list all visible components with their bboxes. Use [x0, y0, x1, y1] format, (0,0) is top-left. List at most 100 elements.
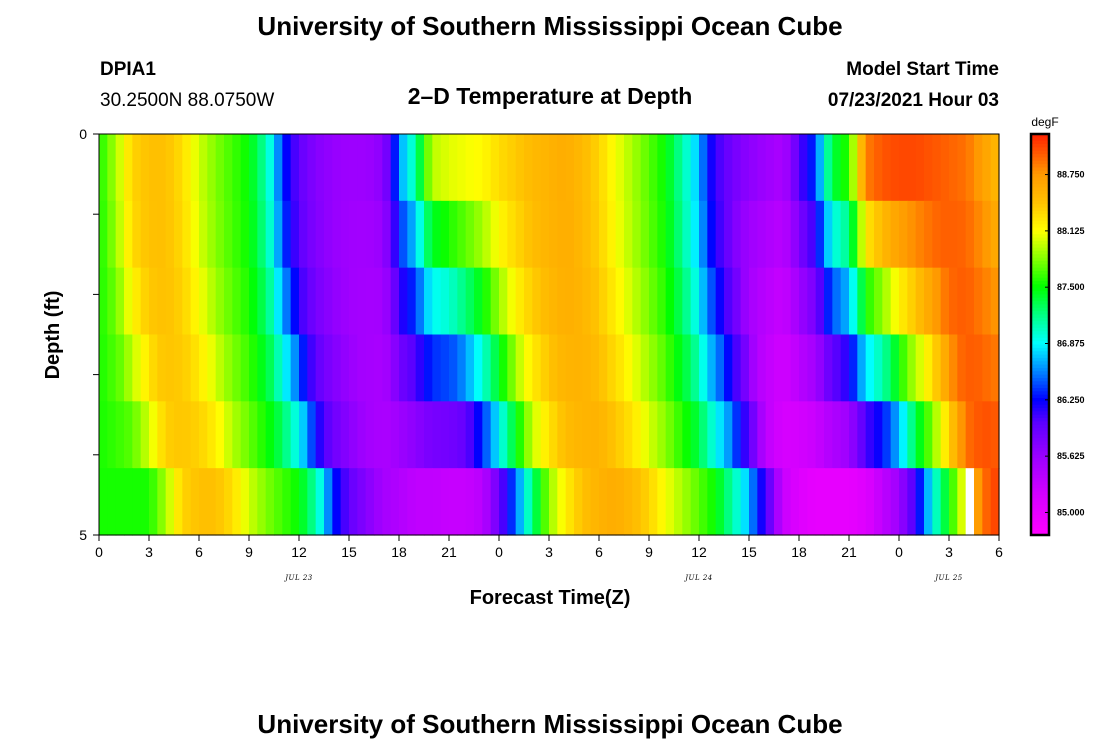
- heatmap-cell: [549, 200, 558, 269]
- heatmap-cell: [782, 267, 792, 336]
- x-tick-label: 12: [291, 544, 307, 560]
- heatmap-cell: [574, 200, 583, 269]
- colorbar-strip: [1031, 438, 1049, 443]
- heatmap-cell: [199, 334, 208, 402]
- heatmap-cell: [565, 200, 575, 269]
- heatmap-cell: [574, 468, 583, 536]
- heatmap-cell: [274, 134, 283, 202]
- heatmap-cell: [540, 267, 550, 336]
- colorbar-strip: [1031, 214, 1049, 219]
- heatmap-cell: [132, 334, 142, 402]
- heatmap-cell: [157, 267, 167, 336]
- heatmap-cell: [907, 334, 917, 402]
- heatmap-cell: [415, 334, 425, 402]
- heatmap-cell: [457, 200, 467, 269]
- colorbar-strip: [1031, 514, 1049, 519]
- heatmap-cell: [940, 334, 950, 402]
- heatmap-cell: [832, 401, 842, 469]
- heatmap-cell: [782, 134, 792, 202]
- y-tick-label: 5: [79, 527, 87, 543]
- heatmap-cell: [182, 468, 192, 536]
- heatmap-cell: [749, 468, 758, 536]
- heatmap-cell: [349, 468, 358, 536]
- colorbar-strip: [1031, 414, 1049, 419]
- colorbar-strip: [1031, 224, 1049, 229]
- heatmap-cell: [924, 267, 933, 336]
- heatmap-cell: [165, 334, 175, 402]
- colorbar-strip: [1031, 521, 1049, 526]
- heatmap-cell: [165, 134, 175, 202]
- heatmap-cell: [524, 267, 533, 336]
- heatmap-cell: [115, 468, 125, 536]
- heatmap-cell: [107, 134, 117, 202]
- heatmap-cell: [915, 267, 925, 336]
- heatmap-cell: [707, 200, 717, 269]
- colorbar-strip: [1031, 344, 1049, 349]
- heatmap-cell: [732, 267, 742, 336]
- heatmap-cell: [815, 334, 825, 402]
- heatmap-cell: [374, 200, 383, 269]
- heatmap-cell: [99, 134, 108, 202]
- colorbar-strip: [1031, 394, 1049, 399]
- colorbar-strip: [1031, 174, 1049, 179]
- heatmap-cell: [249, 134, 258, 202]
- heatmap-cell: [907, 267, 917, 336]
- heatmap-cell: [232, 267, 242, 336]
- colorbar-strip: [1031, 220, 1049, 225]
- heatmap-cell: [415, 200, 425, 269]
- heatmap-cell: [857, 401, 867, 469]
- colorbar-strip: [1031, 518, 1049, 523]
- heatmap-cell: [857, 134, 867, 202]
- heatmap-cell: [890, 334, 900, 402]
- heatmap-cell: [840, 134, 850, 202]
- x-date-label: JUL 24: [683, 574, 713, 582]
- heatmap-cell: [607, 334, 617, 402]
- heatmap-cell: [624, 134, 633, 202]
- colorbar-tick-label: 85.625: [1057, 451, 1085, 461]
- heatmap-cell: [149, 267, 158, 336]
- heatmap-cell: [782, 468, 792, 536]
- heatmap-cell: [232, 468, 242, 536]
- heatmap-cell: [190, 468, 200, 536]
- heatmap-cell: [957, 468, 967, 536]
- colorbar-strip: [1031, 314, 1049, 319]
- heatmap-cell: [757, 468, 767, 536]
- x-tick-label: 6: [195, 544, 203, 560]
- heatmap-cell: [357, 468, 367, 536]
- heatmap-cell: [924, 334, 933, 402]
- x-tick-label: 6: [995, 544, 1003, 560]
- heatmap-cell: [949, 401, 958, 469]
- heatmap-cell: [590, 468, 600, 536]
- heatmap-cell: [174, 134, 183, 202]
- heatmap-cell: [140, 267, 150, 336]
- heatmap-cell: [899, 267, 908, 336]
- heatmap-cell: [282, 267, 292, 336]
- colorbar-tick-label: 86.875: [1057, 339, 1085, 349]
- heatmap-cell: [632, 267, 642, 336]
- colorbar-strip: [1031, 367, 1049, 372]
- heatmap-cell: [590, 401, 600, 469]
- heatmap-cell: [465, 200, 475, 269]
- heatmap-cell: [890, 401, 900, 469]
- colorbar-strip: [1031, 448, 1049, 453]
- heatmap-cell: [399, 334, 408, 402]
- heatmap-cell: [724, 334, 733, 402]
- heatmap-cell: [907, 468, 917, 536]
- heatmap-cell: [190, 334, 200, 402]
- heatmap-cell: [340, 468, 350, 536]
- colorbar-strip: [1031, 377, 1049, 382]
- heatmap-cell: [532, 200, 542, 269]
- colorbar-strip: [1031, 508, 1049, 513]
- heatmap-cell: [707, 267, 717, 336]
- x-tick-label: 21: [441, 544, 457, 560]
- heatmap-cell: [815, 200, 825, 269]
- heatmap-cell: [699, 401, 708, 469]
- heatmap-cell: [107, 334, 117, 402]
- colorbar-strip: [1031, 234, 1049, 239]
- heatmap-cell: [807, 401, 817, 469]
- heatmap-cell: [557, 401, 567, 469]
- heatmap-cell: [724, 200, 733, 269]
- heatmap-cell: [115, 334, 125, 402]
- heatmap-cell: [590, 200, 600, 269]
